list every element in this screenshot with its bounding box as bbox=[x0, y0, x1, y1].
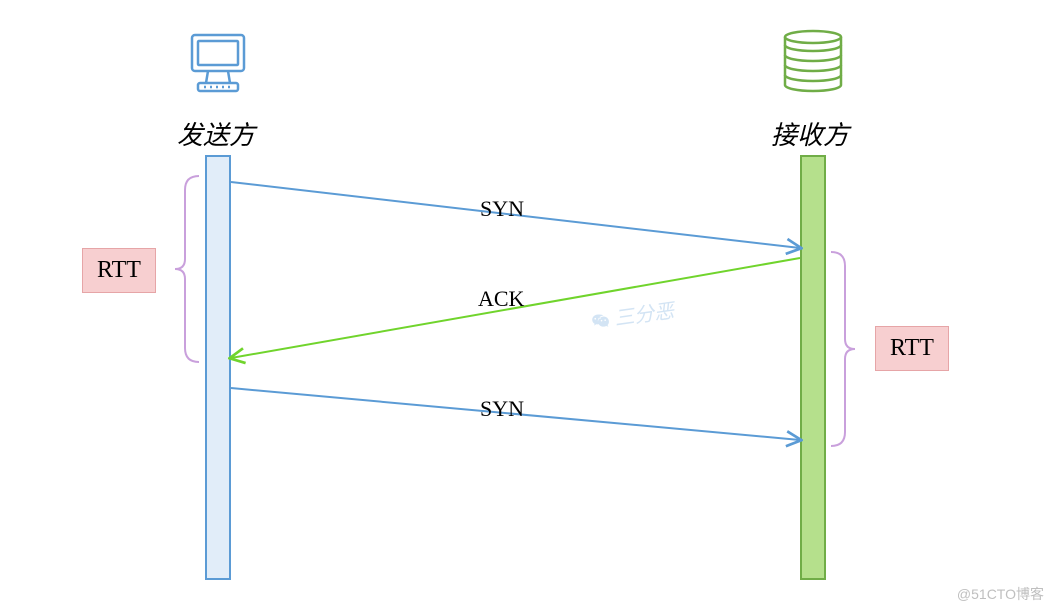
receiver-icon bbox=[773, 25, 853, 105]
watermark-text: 三分恶 bbox=[613, 300, 675, 330]
arrow-label-1: ACK bbox=[478, 286, 524, 312]
receiver-lifeline bbox=[800, 155, 826, 580]
sender-lifeline bbox=[205, 155, 231, 580]
footer-watermark: @51CTO博客 bbox=[957, 584, 1044, 604]
watermark: 三分恶 bbox=[588, 294, 675, 335]
receiver-label: 接收方 bbox=[771, 115, 849, 152]
rtt-box-right: RTT bbox=[875, 326, 949, 371]
arrow-label-0: SYN bbox=[480, 196, 524, 222]
arrow-label-2: SYN bbox=[480, 396, 524, 422]
rtt-box-left: RTT bbox=[82, 248, 156, 293]
arrows-layer bbox=[0, 0, 1052, 610]
sender-icon bbox=[178, 25, 258, 105]
sender-label: 发送方 bbox=[177, 115, 255, 152]
